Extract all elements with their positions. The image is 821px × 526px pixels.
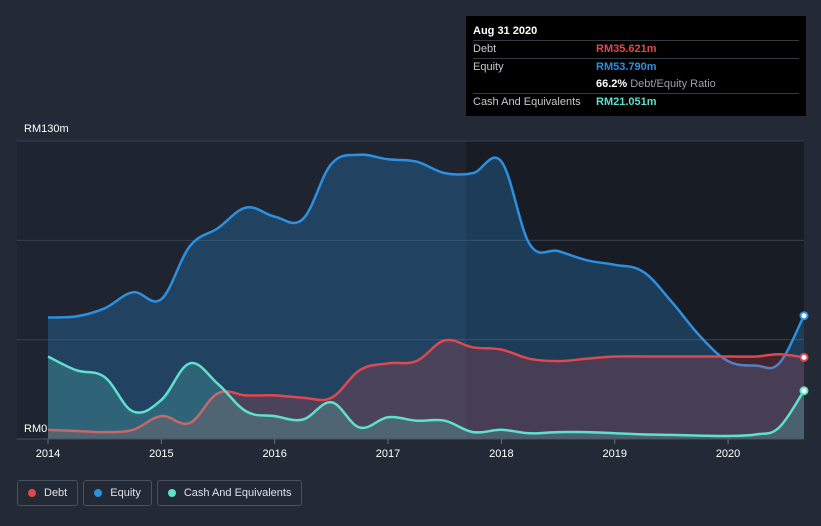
x-tick-label: 2017: [376, 448, 400, 460]
tooltip-cash-value: RM21.051m: [596, 96, 657, 108]
tooltip-date: Aug 31 2020: [473, 25, 538, 37]
chart-legend: Debt Equity Cash And Equivalents: [17, 480, 303, 506]
x-tick-label: 2020: [716, 448, 740, 460]
y-axis-min-label: RM0: [24, 423, 47, 435]
cash-line: [47, 355, 806, 438]
x-tick-label: 2014: [36, 448, 60, 460]
tooltip-debt-label: Debt: [473, 43, 497, 55]
cash-end-point: [799, 386, 809, 396]
tooltip-row-ratio: 66.2% Debt/Equity Ratio: [473, 76, 799, 93]
equity-line: [47, 153, 806, 370]
tooltip-equity-label: Equity: [473, 61, 504, 73]
legend-equity-label: Equity: [110, 487, 141, 499]
cash-dot-icon: [167, 489, 176, 497]
series-layer: [47, 153, 809, 440]
x-tick-label: 2019: [602, 448, 626, 460]
tooltip-cash-label: Cash And Equivalents: [473, 96, 581, 108]
equity-dot-icon: [94, 489, 103, 497]
legend-cash-label: Cash And Equivalents: [183, 487, 292, 499]
tooltip-equity-value: RM53.790m: [596, 61, 657, 73]
legend-item-cash[interactable]: Cash And Equivalents: [156, 480, 303, 506]
data-tooltip: Aug 31 2020 Debt RM35.621m Equity RM53.7…: [466, 16, 806, 116]
x-axis: 2014 2015 2016 2017 2018 2019 2020: [17, 438, 804, 460]
x-tick-label: 2015: [149, 448, 173, 460]
highlight-region: [466, 141, 804, 439]
x-tick-label: 2016: [262, 448, 286, 460]
legend-debt-label: Debt: [44, 487, 68, 499]
x-tick-label: 2018: [489, 448, 513, 460]
tooltip-row-cash: Cash And Equivalents RM21.051m: [473, 93, 799, 111]
tooltip-ratio-label: Debt/Equity Ratio: [630, 78, 716, 90]
tooltip-row-debt: Debt RM35.621m: [473, 40, 799, 58]
y-axis-max-label: RM130m: [24, 123, 69, 135]
debt-area: [48, 339, 804, 439]
equity-end-point: [799, 311, 809, 321]
equity-area: [48, 154, 804, 440]
debt-line: [47, 338, 805, 434]
legend-item-equity[interactable]: Equity: [83, 480, 152, 506]
debt-end-point: [799, 352, 809, 362]
tooltip-ratio-value: 66.2%: [596, 78, 628, 90]
cash-area: [48, 356, 804, 439]
tooltip-row-equity: Equity RM53.790m: [473, 58, 799, 76]
legend-item-debt[interactable]: Debt: [17, 480, 79, 506]
tooltip-debt-value: RM35.621m: [596, 43, 657, 55]
debt-dot-icon: [28, 489, 36, 497]
